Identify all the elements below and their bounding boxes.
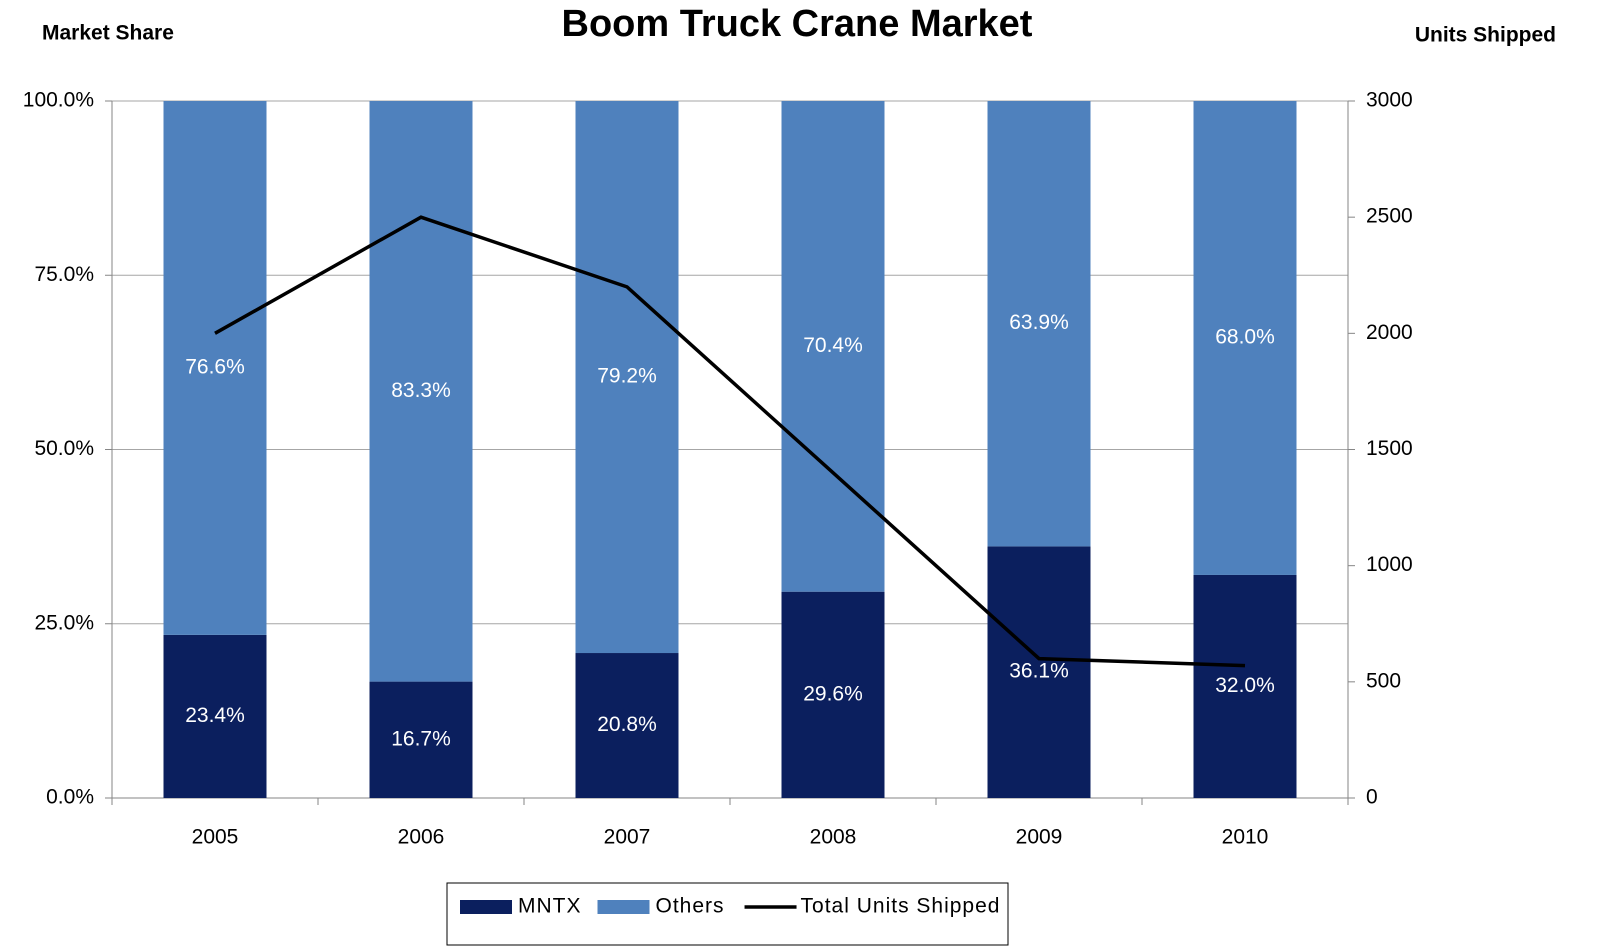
bar-segment xyxy=(781,591,885,798)
x-tick-label: 2005 xyxy=(192,826,239,849)
y2-tick-label: 1500 xyxy=(1366,437,1413,460)
y-tick-label: 75.0% xyxy=(34,263,94,286)
bar-segment xyxy=(575,653,679,798)
data-label: 83.3% xyxy=(391,379,451,402)
x-tick-label: 2006 xyxy=(398,826,445,849)
legend-box xyxy=(446,882,1009,946)
y2-tick-label: 1000 xyxy=(1366,553,1413,576)
data-label: 63.9% xyxy=(1009,311,1069,334)
x-tick-label: 2010 xyxy=(1222,826,1269,849)
data-label: 23.4% xyxy=(185,704,245,727)
bar-segment xyxy=(163,634,267,798)
bar-segment xyxy=(369,101,473,682)
data-label: 76.6% xyxy=(185,355,245,378)
x-tick-label: 2008 xyxy=(810,826,857,849)
bar-segment xyxy=(1193,101,1297,575)
y-tick-label: 0.0% xyxy=(46,786,94,809)
data-label: 70.4% xyxy=(803,334,863,357)
bar-segment xyxy=(1193,574,1297,798)
data-label: 68.0% xyxy=(1215,326,1275,349)
line-series xyxy=(214,215,1246,668)
bar-segment xyxy=(163,101,267,635)
legend-label: Others xyxy=(656,895,725,918)
y2-tick-label: 0 xyxy=(1366,786,1378,809)
x-tick-label: 2009 xyxy=(1016,826,1063,849)
legend-label: Total Units Shipped xyxy=(801,895,1001,918)
data-label: 32.0% xyxy=(1215,674,1275,697)
legend-label: MNTX xyxy=(518,895,582,918)
y2-tick-label: 2000 xyxy=(1366,321,1413,344)
data-label: 16.7% xyxy=(391,727,451,750)
data-label: 20.8% xyxy=(597,713,657,736)
bar-segment xyxy=(781,101,885,592)
legend-swatch xyxy=(460,900,512,914)
y2-tick-label: 3000 xyxy=(1366,89,1413,112)
chart-title: Boom Truck Crane Market xyxy=(562,3,1033,45)
bar-segment xyxy=(987,546,1091,798)
y2-axis-label: Units Shipped xyxy=(1415,24,1556,47)
x-tick-label: 2007 xyxy=(604,826,651,849)
y-tick-label: 50.0% xyxy=(34,437,94,460)
legend-swatch xyxy=(597,900,650,914)
data-label: 36.1% xyxy=(1009,660,1069,683)
bar-segment xyxy=(369,681,473,798)
bar-segment xyxy=(575,101,679,654)
bar-segment xyxy=(987,101,1091,547)
y-tick-label: 100.0% xyxy=(23,89,94,112)
y2-tick-label: 500 xyxy=(1366,669,1401,692)
y2-tick-label: 2500 xyxy=(1366,205,1413,228)
y-axis-label: Market Share xyxy=(42,22,174,45)
data-label: 29.6% xyxy=(803,682,863,705)
y-tick-label: 25.0% xyxy=(34,611,94,634)
data-label: 79.2% xyxy=(597,365,657,388)
